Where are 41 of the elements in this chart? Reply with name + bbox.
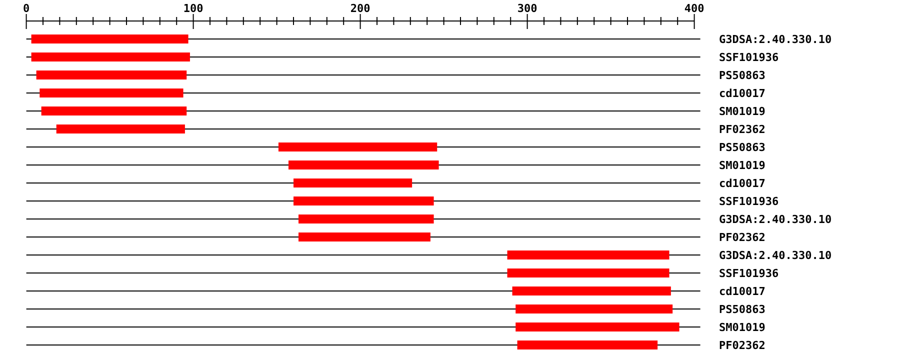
x-tick-label: 0 — [22, 2, 30, 15]
y-tick-label: SSF101936 — [719, 267, 779, 280]
y-tick-label: PF02362 — [719, 339, 766, 352]
bar — [41, 106, 187, 116]
bar — [298, 214, 434, 224]
bar — [56, 124, 185, 134]
x-tick-label: 100 — [183, 2, 204, 15]
y-tick-label: PF02362 — [719, 231, 766, 244]
bar — [31, 34, 188, 44]
y-tick-label: SSF101936 — [719, 195, 779, 208]
y-tick-label: G3DSA:2.40.330.10 — [719, 213, 832, 226]
bar — [512, 286, 671, 296]
x-tick-label: 200 — [350, 2, 370, 15]
y-tick-label: SM01019 — [719, 321, 766, 334]
bar — [516, 322, 680, 332]
y-tick-label: PS50863 — [719, 69, 766, 82]
bar — [516, 304, 673, 314]
bar — [294, 196, 434, 206]
y-tick-label: PS50863 — [719, 141, 766, 154]
bar — [40, 88, 184, 98]
bar — [298, 232, 430, 242]
y-tick-label: G3DSA:2.40.330.10 — [719, 33, 832, 46]
bar — [31, 52, 190, 62]
y-tick-label: PS50863 — [719, 303, 766, 316]
x-tick-label: 300 — [517, 2, 538, 15]
y-tick-label: cd10017 — [719, 285, 766, 298]
y-tick-label: SM01019 — [719, 105, 766, 118]
y-tick-label: PF02362 — [719, 123, 766, 136]
bar — [517, 340, 658, 350]
bar — [288, 160, 439, 170]
y-tick-label: SSF101936 — [719, 51, 779, 64]
y-tick-label: cd10017 — [719, 87, 766, 100]
y-tick-label: G3DSA:2.40.330.10 — [719, 249, 832, 262]
bar — [507, 250, 670, 260]
y-tick-label: cd10017 — [719, 177, 766, 190]
x-tick-label: 400 — [684, 2, 704, 15]
bar — [507, 268, 670, 278]
bar — [278, 142, 438, 152]
bar — [294, 178, 412, 188]
y-tick-label: SM01019 — [719, 159, 766, 172]
bar — [36, 70, 187, 80]
